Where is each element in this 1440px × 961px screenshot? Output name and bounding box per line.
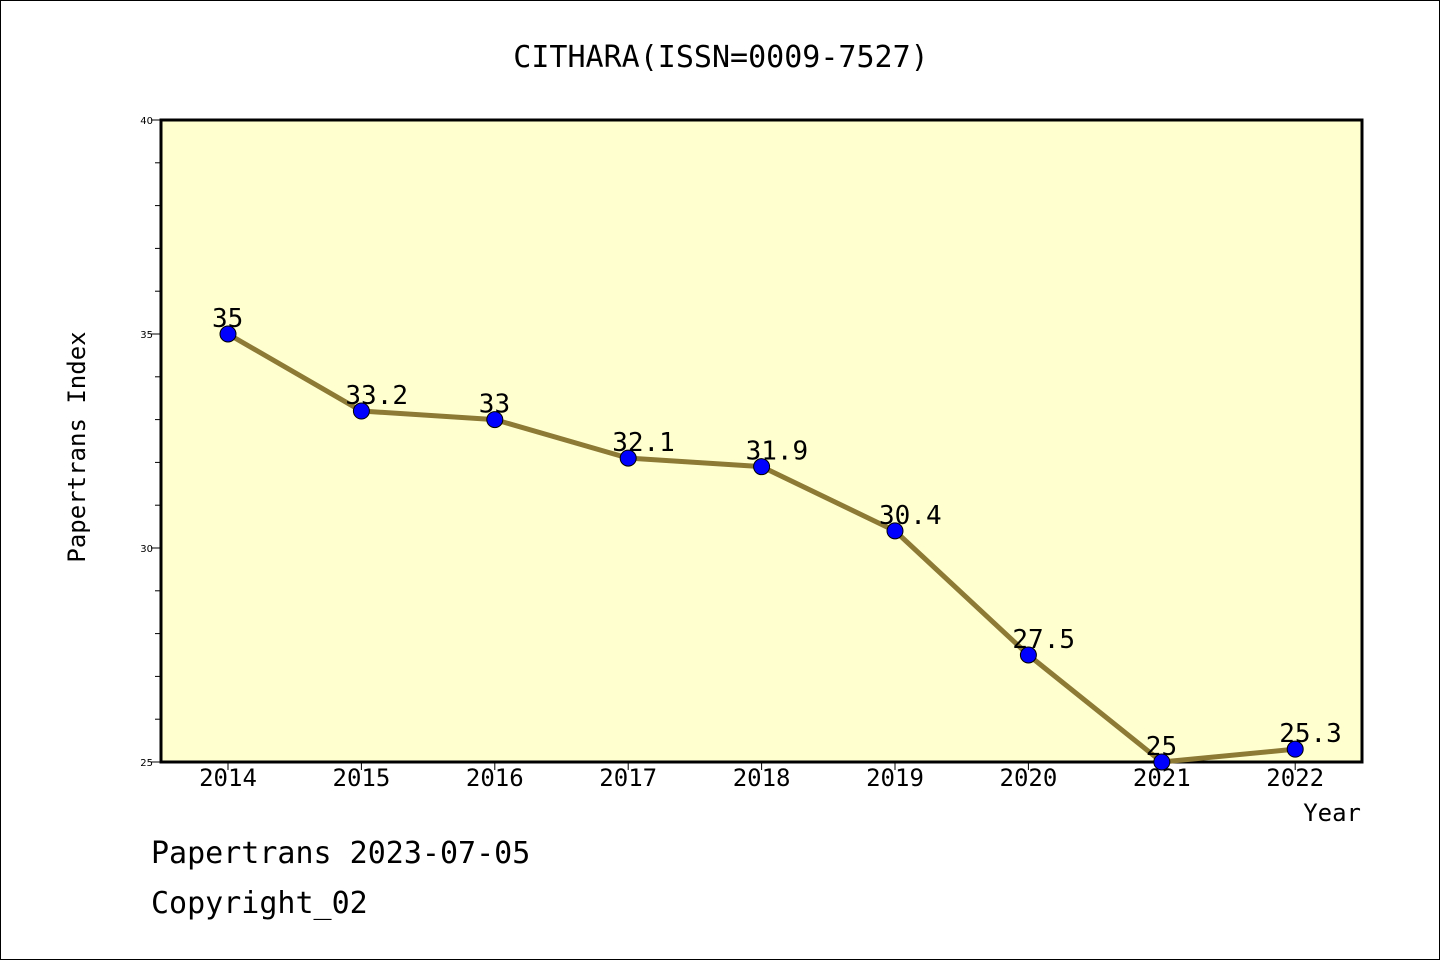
data-point — [1286, 740, 1304, 758]
data-label: 33.2 — [345, 381, 408, 411]
data-markers — [219, 325, 1304, 771]
data-point — [1019, 646, 1037, 664]
data-label: 31.9 — [746, 437, 809, 467]
footer-date: Papertrans 2023-07-05 — [151, 836, 531, 871]
data-label: 27.5 — [1012, 625, 1075, 655]
plot-area — [159, 118, 1364, 764]
x-tick-label: 2018 — [733, 764, 791, 792]
data-point — [352, 402, 370, 420]
data-point — [886, 522, 904, 540]
data-labels: 35 33.2 33 32.1 31.9 30.4 27.5 25 25.3 — [212, 304, 1342, 762]
y-axis-label: Papertrans Index — [63, 331, 91, 562]
data-point — [219, 325, 237, 343]
data-label: 33 — [479, 390, 510, 420]
y-tick-label: 35 — [140, 330, 153, 341]
y-tick-label: 30 — [140, 544, 153, 555]
x-tick-label: 2019 — [866, 764, 924, 792]
x-tick-label: 2022 — [1266, 764, 1324, 792]
data-label: 25 — [1146, 732, 1177, 762]
data-label: 25.3 — [1279, 719, 1342, 749]
data-point — [619, 449, 637, 467]
footer-copyright: Copyright_02 — [151, 886, 368, 921]
y-axis: 25 30 35 40 — [140, 116, 161, 769]
y-tick-label: 40 — [140, 116, 153, 127]
data-point — [1153, 753, 1171, 771]
y-tick-label: 25 — [140, 758, 153, 769]
data-label: 32.1 — [612, 428, 675, 458]
chart-title: CITHARA(ISSN=0009-7527) — [513, 40, 928, 75]
x-tick-label: 2015 — [333, 764, 391, 792]
x-tick-label: 2017 — [599, 764, 657, 792]
data-label: 30.4 — [879, 501, 942, 531]
x-tick-label: 2016 — [466, 764, 524, 792]
x-tick-label: 2020 — [1000, 764, 1058, 792]
data-point — [486, 411, 504, 429]
x-tick-label: 2014 — [199, 764, 257, 792]
data-label: 35 — [212, 304, 243, 334]
x-axis-label: Year — [1303, 799, 1361, 827]
data-point — [753, 458, 771, 476]
